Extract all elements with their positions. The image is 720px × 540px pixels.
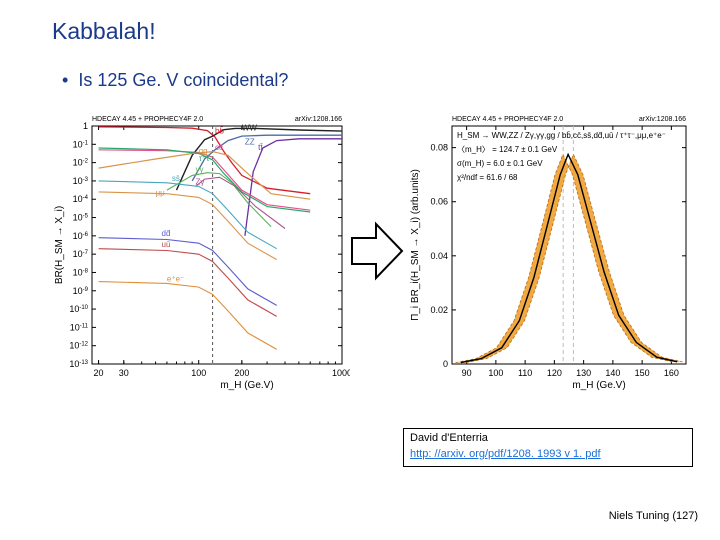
svg-text:10-11: 10-11 [70,322,89,332]
svg-text:0: 0 [443,359,448,369]
svg-text:10-8: 10-8 [73,267,89,277]
svg-text:0.04: 0.04 [430,251,448,261]
svg-text:uū: uū [162,240,171,249]
svg-text:dd̄: dd̄ [162,229,171,238]
svg-text:ZZ: ZZ [245,137,255,146]
svg-text:120: 120 [547,368,562,378]
citation-box: David d'Enterria http: //arxiv. org/pdf/… [403,428,693,467]
footer-author: Niels Tuning [609,510,670,522]
svg-text:10-9: 10-9 [73,286,89,296]
svg-text:10-5: 10-5 [73,213,89,223]
svg-text:10-2: 10-2 [73,158,89,168]
right-chart-svg: HDECAY 4.45 + PROPHECY4F 2.0 arXiv:1208.1… [404,112,694,392]
bullet-dot: • [62,70,78,90]
svg-text:200: 200 [234,368,249,378]
svg-text:10-3: 10-3 [73,176,89,186]
svg-text:10-10: 10-10 [69,304,88,314]
svg-text:Π_i BR_i(H_SM → X_i) (arb.unit: Π_i BR_i(H_SM → X_i) (arb.units) [410,169,421,321]
svg-text:100: 100 [488,368,503,378]
svg-text:γγ: γγ [196,165,204,174]
svg-text:tt̄: tt̄ [258,143,263,152]
svg-text:arXiv:1208.166: arXiv:1208.166 [639,116,686,123]
svg-text:μμ: μμ [156,189,166,198]
svg-text:1: 1 [83,121,88,131]
svg-text:150: 150 [635,368,650,378]
svg-text:arXiv:1208.166: arXiv:1208.166 [295,116,342,123]
bullet-row: • Is 125 Ge. V coincidental? [62,70,288,91]
svg-text:WW: WW [242,124,258,133]
svg-text:10-6: 10-6 [73,231,89,241]
svg-text:10-4: 10-4 [73,194,89,204]
svg-text:10-12: 10-12 [69,341,88,351]
svg-text:0.02: 0.02 [430,305,448,315]
footer-page: (127) [672,510,698,522]
product-br-chart: HDECAY 4.45 + PROPHECY4F 2.0 arXiv:1208.1… [404,112,694,392]
svg-text:H_SM → WW,ZZ / Zγ,γγ,gg / bb̄,: H_SM → WW,ZZ / Zγ,γγ,gg / bb̄,cc̄,ss̄,dd… [457,131,666,140]
svg-text:ss̄: ss̄ [172,174,180,183]
svg-text:τ⁺τ⁻: τ⁺τ⁻ [199,154,214,163]
svg-text:bb̄: bb̄ [215,126,224,135]
svg-text:20: 20 [94,368,104,378]
branching-ratio-chart: HDECAY 4.45 + PROPHECY4F 2.0 arXiv:1208.1… [50,112,350,392]
bullet-text: Is 125 Ge. V coincidental? [78,70,288,90]
arrow-right [350,220,404,282]
svg-text:m_H (Ge.V): m_H (Ge.V) [572,380,625,391]
svg-text:90: 90 [462,368,472,378]
svg-text:110: 110 [518,368,532,378]
svg-text:m_H (Ge.V): m_H (Ge.V) [220,380,273,391]
svg-text:0.06: 0.06 [430,197,448,207]
svg-text:0.08: 0.08 [430,143,448,153]
slide-footer: Niels Tuning (127) [609,510,698,522]
citation-author: David d'Enterria [410,432,686,444]
svg-text:σ(m_H) = 6.0 ± 0.1 GeV: σ(m_H) = 6.0 ± 0.1 GeV [457,159,543,168]
svg-text:10-7: 10-7 [73,249,89,259]
svg-text:140: 140 [605,368,620,378]
svg-text:〈m_H〉 = 124.7 ± 0.1 GeV: 〈m_H〉 = 124.7 ± 0.1 GeV [457,145,558,154]
svg-text:cc̄: cc̄ [215,143,223,152]
left-chart-svg: HDECAY 4.45 + PROPHECY4F 2.0 arXiv:1208.1… [50,112,350,392]
svg-text:HDECAY 4.45 + PROPHECY4F 2.0: HDECAY 4.45 + PROPHECY4F 2.0 [452,116,563,123]
svg-text:BR(H_SM → X_i): BR(H_SM → X_i) [54,206,65,284]
slide-title: Kabbalah! [52,18,156,45]
svg-text:χ²/ndf = 61.6 / 68: χ²/ndf = 61.6 / 68 [457,173,518,182]
svg-text:30: 30 [119,368,129,378]
svg-text:100: 100 [191,368,206,378]
svg-text:160: 160 [664,368,679,378]
svg-text:1000: 1000 [332,368,350,378]
citation-link[interactable]: http: //arxiv. org/pdf/1208. 1993 v 1. p… [410,448,601,460]
svg-text:10-1: 10-1 [73,139,89,149]
svg-text:HDECAY 4.45 + PROPHECY4F 2.0: HDECAY 4.45 + PROPHECY4F 2.0 [92,116,203,123]
svg-text:130: 130 [576,368,591,378]
arrow-icon [350,220,404,282]
svg-text:e⁺e⁻: e⁺e⁻ [167,275,184,284]
svg-text:Zγ: Zγ [196,178,205,187]
svg-text:10-13: 10-13 [69,359,88,369]
